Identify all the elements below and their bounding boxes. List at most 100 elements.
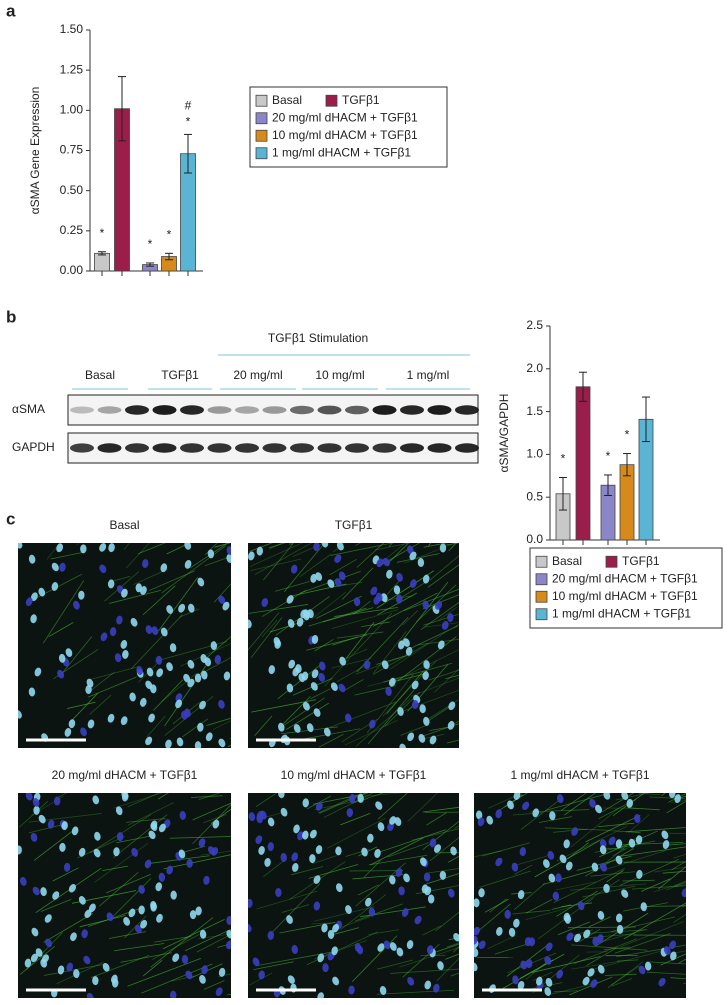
nucleus [309, 854, 315, 863]
blot-band [180, 443, 204, 452]
blot-band [70, 443, 94, 452]
nucleus [440, 543, 446, 552]
y-tick-label: 0.0 [526, 532, 543, 546]
image-caption: Basal [109, 518, 139, 532]
annotation: * [561, 452, 566, 466]
legend-swatch [606, 556, 617, 567]
blot-band [400, 405, 424, 415]
y-tick-label: 0.50 [60, 183, 84, 197]
image-caption: 10 mg/ml dHACM + TGFβ1 [281, 768, 427, 782]
fiber [291, 530, 307, 545]
legend-label: TGFβ1 [622, 554, 660, 568]
blot-band [263, 406, 287, 414]
legend-label: 20 mg/ml dHACM + TGFβ1 [272, 110, 418, 124]
panel-label: b [6, 307, 16, 326]
fiber [289, 506, 331, 545]
blot-band [345, 443, 369, 452]
fiber [77, 528, 94, 546]
blot-band [290, 406, 314, 414]
bar [576, 387, 590, 540]
legend-label: 1 mg/ml dHACM + TGFβ1 [272, 145, 411, 159]
fiber [679, 928, 728, 963]
legend-label: 10 mg/ml dHACM + TGFβ1 [552, 589, 698, 603]
panel-label: c [6, 509, 15, 528]
blot-band [428, 405, 452, 415]
fiber [661, 756, 712, 796]
legend-swatch [536, 609, 547, 620]
panel-label: a [6, 1, 16, 20]
blot-group-label: Basal [85, 368, 115, 382]
blot-band [208, 406, 232, 414]
legend-swatch [536, 574, 547, 585]
blot-band [318, 406, 342, 415]
bar [95, 253, 110, 271]
y-tick-label: 2.5 [526, 318, 543, 332]
y-tick-label: 1.50 [60, 22, 84, 36]
blot-band [180, 405, 204, 415]
micrograph [15, 764, 288, 1000]
nucleus [447, 613, 453, 622]
legend-label: 20 mg/ml dHACM + TGFβ1 [552, 571, 698, 585]
legend-label: Basal [552, 554, 582, 568]
image-bg [474, 793, 686, 998]
blot-band [290, 443, 314, 452]
blot-band [235, 406, 259, 413]
blot-group-label: TGFβ1 [161, 368, 199, 382]
blot-band [373, 405, 397, 415]
y-tick-label: 1.25 [60, 62, 84, 76]
image-caption: TGFβ1 [335, 518, 373, 532]
y-tick-label: 2.0 [526, 361, 543, 375]
blot-band [125, 443, 149, 452]
fiber [683, 973, 728, 984]
annotation: * [148, 237, 153, 251]
y-tick-label: 0.75 [60, 143, 84, 157]
fiber [389, 508, 426, 547]
blot-band [235, 443, 259, 452]
blot-group-label: 20 mg/ml [233, 368, 282, 382]
blot-band [208, 443, 232, 452]
blot-band [153, 405, 177, 415]
blot-band [455, 443, 479, 453]
y-axis-label: αSMA/GAPDH [497, 394, 511, 473]
blot-band [98, 406, 122, 413]
micrograph [470, 756, 728, 998]
image-caption: 20 mg/ml dHACM + TGFβ1 [52, 768, 198, 782]
blot-row-label: GAPDH [12, 440, 55, 454]
legend-swatch [256, 95, 267, 106]
blot-band [428, 443, 452, 453]
blot-band [318, 443, 342, 452]
blot-band [98, 443, 122, 453]
blot-row-label: αSMA [12, 402, 45, 416]
annotation: * [186, 115, 191, 129]
image-caption: 1 mg/ml dHACM + TGFβ1 [510, 768, 649, 782]
legend-swatch [536, 591, 547, 602]
micrograph [244, 499, 517, 753]
legend-swatch [256, 130, 267, 141]
annotation: * [625, 428, 630, 442]
legend-swatch [256, 148, 267, 159]
legend-label: 10 mg/ml dHACM + TGFβ1 [272, 128, 418, 142]
legend-swatch [256, 113, 267, 124]
blot-band [263, 443, 287, 452]
y-tick-label: 0.5 [526, 489, 543, 503]
annotation: * [606, 449, 611, 463]
blot-band [345, 406, 369, 415]
y-axis-label: αSMA Gene Expression [28, 87, 42, 215]
blot-header: TGFβ1 Stimulation [268, 331, 368, 345]
fiber [686, 901, 728, 905]
legend-swatch [536, 556, 547, 567]
y-tick-label: 1.5 [526, 404, 543, 418]
annotation: * [167, 227, 172, 241]
legend-label: TGFβ1 [342, 93, 380, 107]
annotation: * [100, 226, 105, 240]
y-tick-label: 1.0 [526, 447, 543, 461]
blot-band [70, 407, 94, 414]
y-tick-label: 0.00 [60, 263, 84, 277]
blot-band [373, 443, 397, 452]
legend-label: Basal [272, 93, 302, 107]
fiber [449, 499, 498, 551]
blot-group-label: 1 mg/ml [407, 368, 450, 382]
annotation: # [185, 99, 192, 113]
y-tick-label: 1.00 [60, 103, 84, 117]
